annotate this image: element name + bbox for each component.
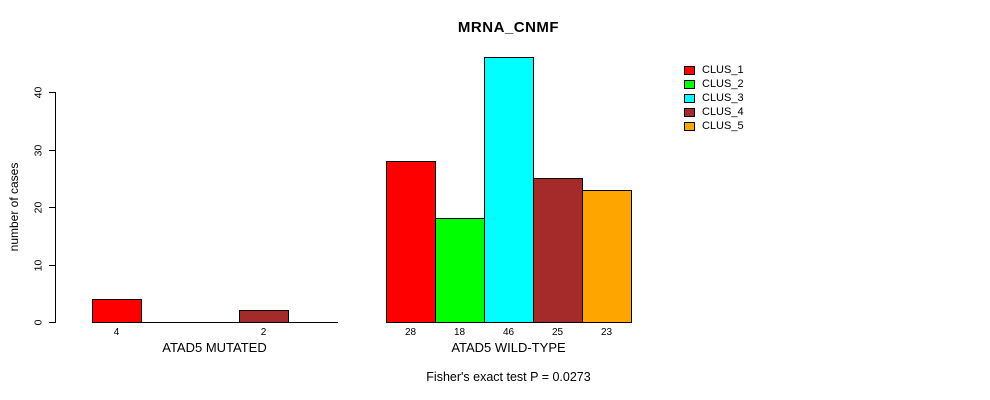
y-tick-label: 20 <box>32 201 45 214</box>
bar-clus_4-wildtype <box>533 178 583 323</box>
group-label-mutated: ATAD5 MUTATED <box>162 340 267 355</box>
bar-clus_3-wildtype <box>484 57 534 323</box>
chart-title: MRNA_CNMF <box>457 19 560 36</box>
y-tick-label: 40 <box>32 86 45 99</box>
legend-swatch-icon <box>684 79 695 89</box>
legend-swatch-icon <box>684 93 695 103</box>
legend-item-clus_1: CLUS_1 <box>684 63 744 77</box>
y-tick <box>49 207 55 208</box>
bar-clus_4-mutated <box>239 310 289 323</box>
legend-label: CLUS_5 <box>702 119 744 132</box>
legend: CLUS_1 CLUS_2 CLUS_3 CLUS_4 CLUS_5 <box>684 63 744 133</box>
legend-swatch-icon <box>684 121 695 131</box>
bar-clus_5-wildtype <box>582 190 632 323</box>
bar-value-label: 46 <box>502 327 515 338</box>
bar-value-label: 18 <box>453 327 466 338</box>
y-tick-label: 0 <box>32 319 45 326</box>
legend-label: CLUS_1 <box>702 63 744 76</box>
legend-item-clus_2: CLUS_2 <box>684 77 744 91</box>
fisher-test-annotation: Fisher's exact test P = 0.0273 <box>426 370 591 384</box>
legend-item-clus_5: CLUS_5 <box>684 119 744 133</box>
legend-label: CLUS_3 <box>702 91 744 104</box>
bar-clus_1-mutated <box>92 299 142 323</box>
y-axis-line <box>55 92 56 323</box>
legend-item-clus_4: CLUS_4 <box>684 105 744 119</box>
legend-item-clus_3: CLUS_3 <box>684 91 744 105</box>
y-tick <box>49 92 55 93</box>
legend-label: CLUS_4 <box>702 105 744 118</box>
bar-clus_2-wildtype <box>435 218 485 323</box>
bar-value-label: 2 <box>260 327 267 338</box>
x-baseline <box>92 322 338 323</box>
legend-swatch-icon <box>684 65 695 75</box>
bar-value-label: 4 <box>113 327 120 338</box>
bar-value-label: 25 <box>551 327 564 338</box>
y-tick-label: 30 <box>32 144 45 156</box>
y-tick <box>49 264 55 266</box>
bar-value-label: 28 <box>404 327 417 338</box>
group-label-wildtype: ATAD5 WILD-TYPE <box>451 340 566 355</box>
y-axis-label: number of cases <box>7 162 21 252</box>
y-tick <box>49 322 55 323</box>
legend-label: CLUS_2 <box>702 77 744 90</box>
y-tick <box>49 149 55 151</box>
bar-value-label: 23 <box>600 327 613 338</box>
legend-swatch-icon <box>684 107 695 117</box>
y-tick-label: 10 <box>32 259 45 271</box>
bar-clus_1-wildtype <box>386 161 436 323</box>
